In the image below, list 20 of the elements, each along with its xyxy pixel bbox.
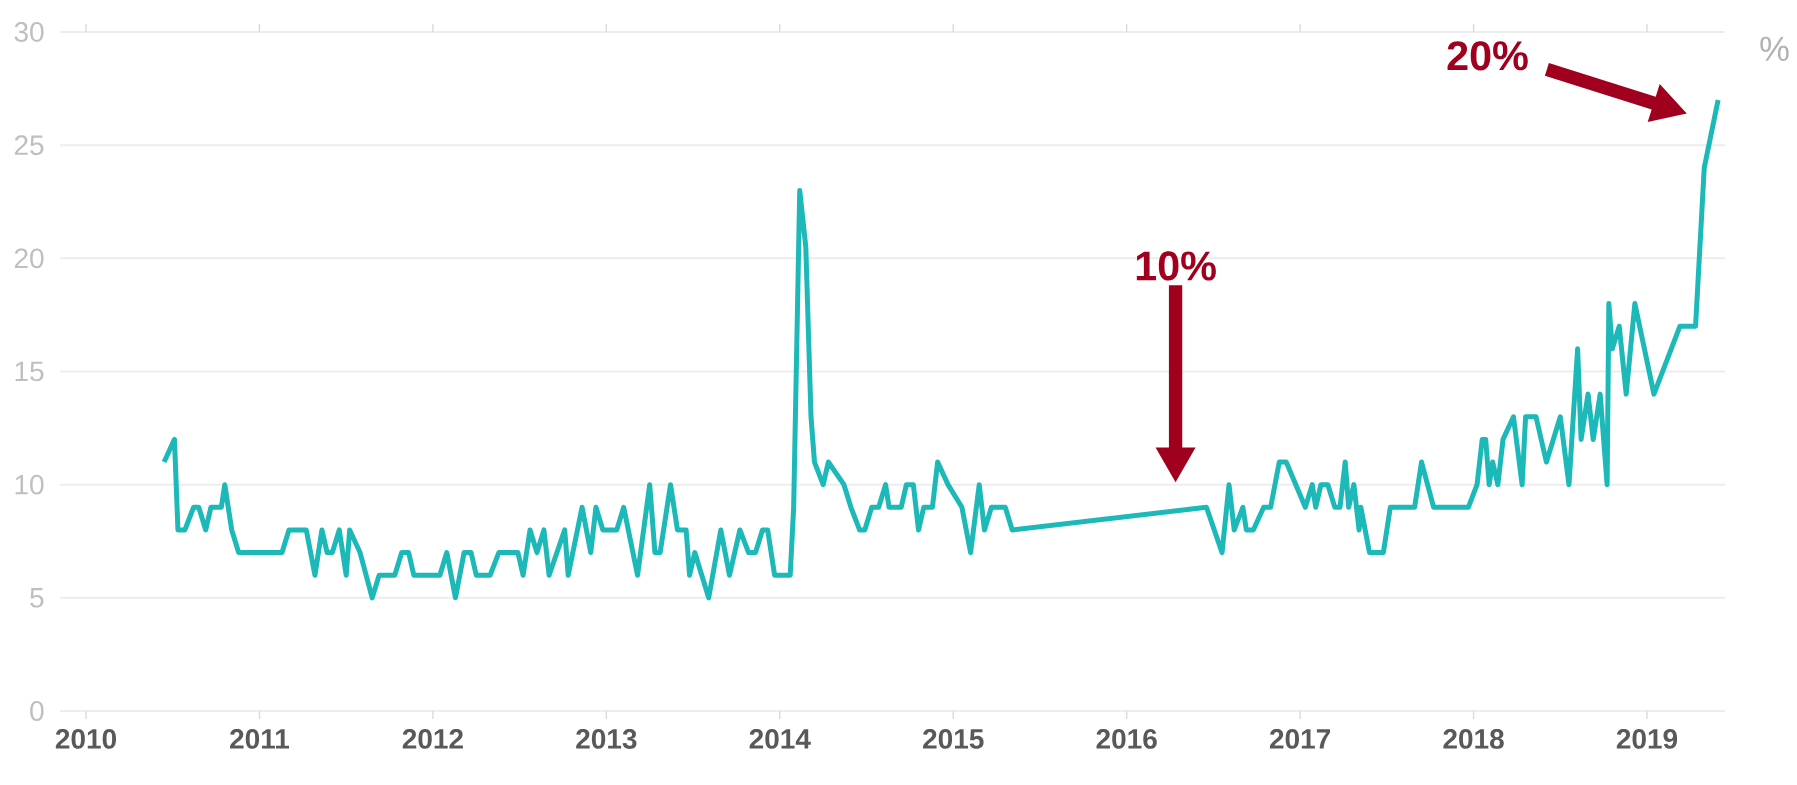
y-axis-title: % [1760, 36, 1789, 61]
y-tick-label: 25 [14, 135, 44, 156]
y-tick-label: 10 [15, 474, 44, 495]
x-tick-label: 2017 [1269, 729, 1331, 749]
y-tick-label: 0 [30, 701, 44, 721]
y-tick-label: 20 [14, 248, 44, 269]
x-tick-label: 2019 [1616, 729, 1678, 749]
y-tick-label: 15 [15, 361, 44, 382]
x-tick-label: 2016 [1096, 729, 1157, 749]
x-tick-label: 2012 [402, 729, 463, 749]
y-tick-label: 5 [30, 588, 44, 608]
y-tick-label: 30 [14, 22, 44, 42]
annotation: 20% [1447, 41, 1528, 71]
x-tick-label: 2014 [749, 729, 811, 749]
x-tick-label: 2010 [55, 729, 117, 749]
x-tick-label: 2018 [1443, 729, 1504, 749]
x-tick-label: 2011 [230, 729, 290, 749]
annotation: 10% [1136, 251, 1216, 281]
x-tick-label: 2015 [923, 729, 984, 749]
x-tick-label: 2013 [576, 729, 637, 749]
